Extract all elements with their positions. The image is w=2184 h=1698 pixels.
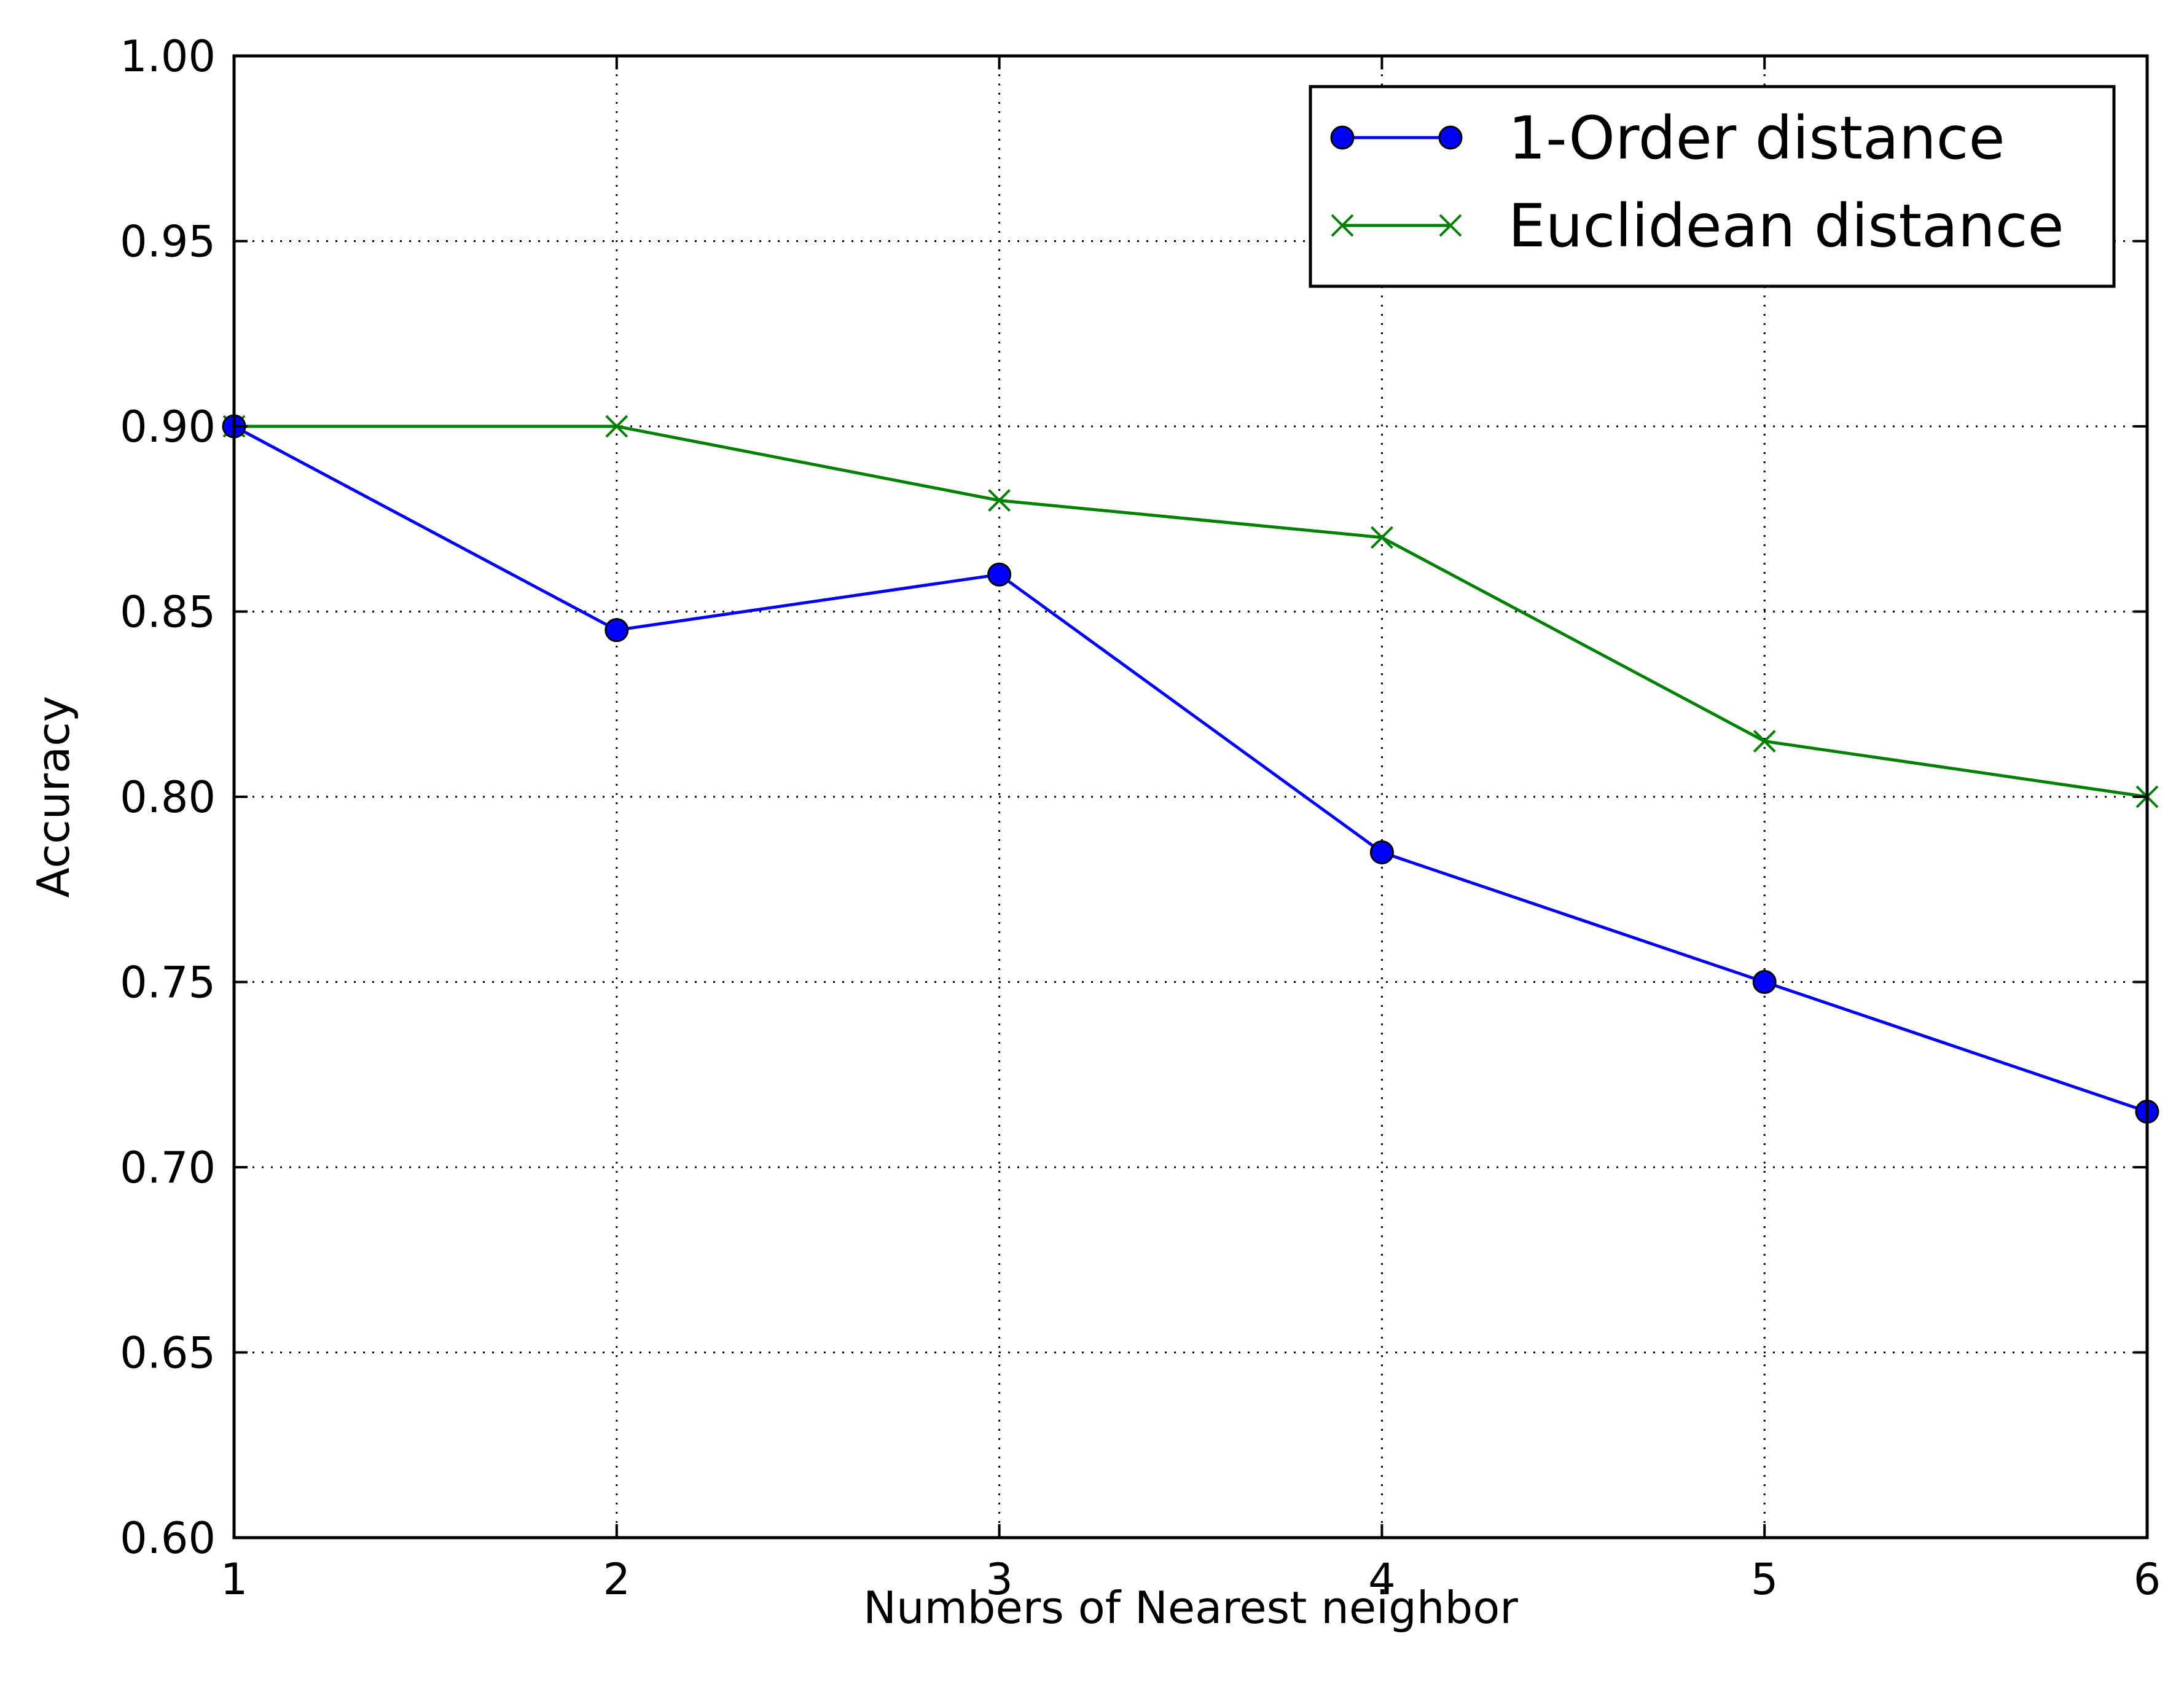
legend-entry: 1-Order distance xyxy=(1330,104,2005,173)
y-tick-label: 0.95 xyxy=(120,217,216,267)
x-tick-label: 2 xyxy=(603,1554,631,1605)
x-axis-label: Numbers of Nearest neighbor xyxy=(863,1582,1518,1633)
y-tick-label: 0.75 xyxy=(120,958,216,1008)
data-point-euclidean-distance xyxy=(1753,730,1776,753)
legend: 1-Order distance Euclidean distance xyxy=(1309,85,2116,288)
x-tick-label: 6 xyxy=(2134,1554,2161,1605)
y-tick-label: 0.90 xyxy=(120,402,216,452)
series-1-order-distance xyxy=(222,414,2159,1124)
data-point-euclidean-distance xyxy=(988,489,1011,512)
y-axis-label: Accuracy xyxy=(28,696,79,898)
legend-marker-stroke xyxy=(1439,214,1462,237)
series-euclidean-distance xyxy=(222,415,2159,808)
legend-marker xyxy=(1438,125,1463,150)
y-tick-label: 1.00 xyxy=(120,31,216,82)
series-line-euclidean-distance xyxy=(234,424,2148,799)
tick-labels: 1 2 3 4 5 6 0.60 0.65 0.70 0.75 0.80 0.85 0.90 0.95 1.… xyxy=(120,31,2161,1605)
data-point-1-order-distance xyxy=(987,562,1012,587)
x-tick-label: 1 xyxy=(221,1554,248,1605)
x-tick-label: 5 xyxy=(1751,1554,1779,1605)
legend-box xyxy=(1309,85,2116,288)
y-tick-label: 0.65 xyxy=(120,1328,216,1379)
x-tick-label: 3 xyxy=(985,1554,1013,1605)
y-tick-label: 0.70 xyxy=(120,1143,216,1193)
data-point-euclidean-distance-stroke xyxy=(1370,526,1393,549)
legend-entry: Euclidean distance xyxy=(1331,192,2064,260)
legend-marker-stroke xyxy=(1331,214,1354,237)
x-tick-label: 4 xyxy=(1368,1554,1396,1605)
legend-label: 1-Order distance xyxy=(1508,104,2005,173)
axis-ticks xyxy=(233,55,2148,1539)
y-tick-label: 0.85 xyxy=(120,587,216,638)
y-tick-label: 0.80 xyxy=(120,772,216,823)
data-point-1-order-distance xyxy=(1369,840,1394,864)
data-point-euclidean-distance-stroke xyxy=(605,415,628,438)
legend-label: Euclidean distance xyxy=(1508,192,2064,260)
data-point-euclidean-distance xyxy=(1370,526,1393,549)
series-line-1-order-distance xyxy=(233,424,2148,1113)
legend-marker xyxy=(1330,125,1355,150)
data-point-1-order-distance xyxy=(605,618,629,643)
y-tick-label: 0.60 xyxy=(120,1513,216,1563)
data-point-euclidean-distance xyxy=(605,415,628,438)
legend-marker xyxy=(1439,214,1462,237)
data-point-1-order-distance xyxy=(1752,970,1777,994)
series-layer xyxy=(222,414,2159,1124)
data-point-euclidean-distance-stroke xyxy=(1753,730,1776,753)
data-point-euclidean-distance-stroke xyxy=(988,489,1011,512)
legend-marker xyxy=(1331,214,1354,237)
